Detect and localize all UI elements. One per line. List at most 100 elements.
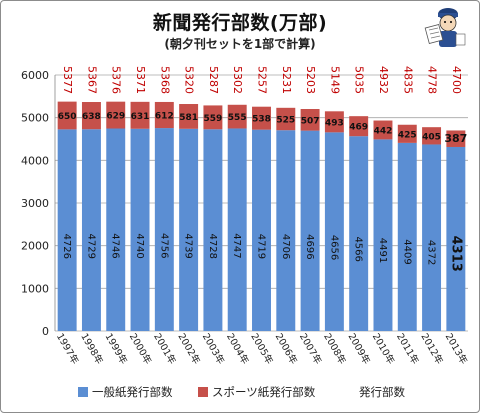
data-label-sports: 405 [422, 132, 441, 142]
bar-sports [154, 101, 174, 129]
y-tick-label: 1000 [21, 282, 49, 295]
data-label-total: 5035 [353, 66, 366, 94]
bar-sports [203, 105, 223, 130]
data-label-sports: 559 [204, 114, 223, 124]
x-tick-label: 2013年 [443, 331, 470, 367]
data-label-total: 5376 [110, 66, 123, 94]
bar-sports [422, 127, 442, 145]
bar-sports [57, 101, 77, 130]
bar-sports [324, 111, 344, 133]
data-label-general: 4372 [426, 240, 437, 265]
bar-sports [227, 104, 247, 129]
data-label-total: 5231 [280, 66, 293, 94]
y-tick-label: 6000 [21, 69, 49, 82]
legend-swatch-sports [198, 387, 208, 397]
bar-general [422, 144, 442, 331]
y-tick-label: 3000 [21, 197, 49, 210]
data-label-general: 4656 [328, 235, 339, 260]
x-tick-label: 1999年 [103, 331, 130, 367]
bar-general [179, 128, 199, 331]
legend-label-sports: スポーツ紙発行部数 [212, 385, 316, 399]
legend-swatch-general [78, 387, 88, 397]
data-label-sports: 493 [325, 118, 344, 128]
bar-sports [300, 109, 320, 131]
bar-general [276, 130, 296, 331]
bar-general [349, 136, 369, 331]
bar-general [373, 139, 393, 331]
x-tick-label: 2007年 [297, 331, 324, 367]
bar-sports [106, 101, 126, 129]
data-label-general: 4726 [61, 234, 72, 259]
bar-general [252, 129, 271, 331]
x-tick-label: 2009年 [345, 331, 372, 367]
data-label-total: 4932 [377, 66, 390, 94]
data-label-general: 4747 [231, 233, 242, 258]
x-tick-label: 2002年 [175, 331, 202, 367]
data-label-general: 4728 [207, 234, 218, 259]
data-label-total: 5257 [256, 66, 269, 94]
data-label-total: 5377 [61, 66, 74, 94]
bar-sports [252, 106, 271, 130]
data-label-sports: 507 [301, 116, 320, 126]
data-label-total: 5367 [85, 66, 98, 94]
chart-subtitle: (朝夕刊セットを1部で計算) [164, 37, 316, 51]
bar-sports [373, 120, 393, 140]
data-label-total: 5368 [158, 66, 171, 94]
data-label-total: 5203 [304, 66, 317, 94]
bar-sports [397, 124, 417, 143]
data-label-sports: 555 [228, 113, 247, 123]
legend: 一般紙発行部数 スポーツ紙発行部数 発行部数 [0, 384, 480, 404]
data-label-sports: 631 [131, 112, 150, 122]
x-tick-label: 2011年 [394, 331, 421, 367]
x-tick-label: 1998年 [78, 331, 105, 367]
data-label-general: 4566 [353, 236, 364, 261]
bar-general [154, 128, 174, 331]
bar-general [227, 128, 247, 331]
data-label-sports: 538 [252, 115, 271, 125]
bar-general [324, 132, 344, 331]
data-label-general: 4409 [401, 239, 412, 264]
bar-sports [349, 116, 369, 137]
bar-sports [276, 107, 296, 131]
data-label-total: 4835 [401, 66, 414, 94]
data-label-total: 5149 [328, 66, 341, 94]
x-tick-label: 2008年 [321, 331, 348, 367]
data-label-general: 4696 [304, 234, 315, 259]
y-tick-label: 0 [42, 325, 49, 338]
x-tick-label: 2005年 [248, 331, 275, 367]
bar-general [300, 130, 320, 331]
x-tick-label: 2003年 [200, 331, 227, 367]
bar-general [81, 129, 101, 331]
data-label-general: 4706 [280, 234, 291, 259]
data-label-general: 4740 [134, 233, 145, 258]
x-tick-label: 2000年 [127, 331, 154, 367]
x-tick-label: 2010年 [370, 331, 397, 367]
y-tick-label: 2000 [21, 240, 49, 253]
x-tick-label: 2006年 [273, 331, 300, 367]
x-tick-label: 2001年 [151, 331, 178, 367]
data-label-total: 5302 [231, 66, 244, 94]
data-label-sports: 581 [179, 113, 198, 123]
data-label-sports: 612 [155, 112, 174, 122]
bar-sports [130, 101, 150, 129]
data-label-general: 4729 [85, 234, 96, 259]
data-label-general: 4746 [110, 233, 121, 258]
data-label-sports: 387 [444, 132, 467, 145]
bar-sports [81, 102, 101, 130]
bar-general [130, 128, 150, 331]
data-label-general: 4739 [183, 233, 194, 258]
bar-sports [179, 104, 199, 129]
data-label-sports: 629 [106, 112, 125, 122]
y-tick-label: 5000 [21, 112, 49, 125]
bar-general [106, 128, 126, 331]
data-label-sports: 650 [58, 112, 77, 122]
bar-general [397, 142, 417, 331]
x-tick-label: 1997年 [54, 331, 81, 367]
data-label-total: 5371 [134, 66, 147, 94]
chart-title: 新聞発行部数(万部) [152, 12, 328, 34]
legend-label-total: 発行部数 [359, 385, 405, 399]
legend-item-total: 発行部数 [359, 384, 405, 400]
data-label-general: 4491 [377, 238, 388, 263]
bar-sports [446, 130, 466, 147]
